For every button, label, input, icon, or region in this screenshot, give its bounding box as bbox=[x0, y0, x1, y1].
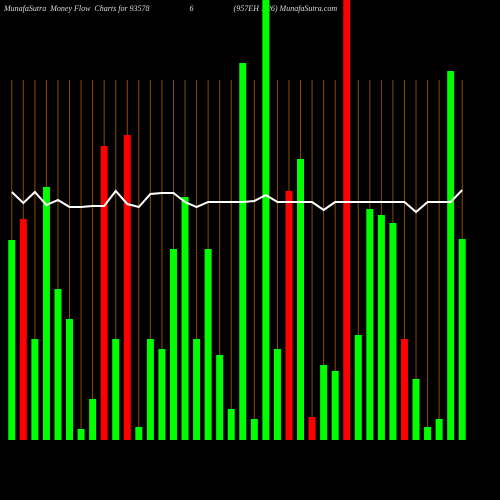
bar bbox=[389, 223, 397, 440]
bar bbox=[169, 249, 177, 440]
bar bbox=[42, 187, 50, 440]
bar bbox=[447, 71, 455, 440]
bar bbox=[66, 319, 74, 440]
bar bbox=[412, 379, 420, 440]
bar bbox=[31, 339, 39, 440]
money-flow-line bbox=[11, 189, 463, 214]
bar bbox=[331, 371, 339, 440]
bar bbox=[146, 339, 154, 440]
bar bbox=[77, 429, 85, 440]
bar bbox=[262, 0, 270, 440]
bar bbox=[343, 0, 351, 440]
bar bbox=[135, 427, 143, 440]
bar bbox=[320, 365, 328, 440]
bar bbox=[227, 409, 235, 440]
bar bbox=[297, 159, 305, 440]
bar bbox=[193, 339, 201, 440]
bar bbox=[377, 215, 385, 440]
bar bbox=[112, 339, 120, 440]
bar bbox=[100, 146, 108, 440]
bar bbox=[181, 197, 189, 440]
bar bbox=[158, 349, 166, 440]
bar bbox=[19, 219, 27, 440]
bar bbox=[308, 417, 316, 440]
bar bbox=[273, 349, 281, 440]
bar bbox=[400, 339, 408, 440]
bar bbox=[285, 191, 293, 440]
bar bbox=[216, 355, 224, 440]
bar bbox=[435, 419, 443, 440]
bar bbox=[54, 289, 62, 440]
bar bbox=[354, 335, 362, 440]
bar bbox=[458, 239, 466, 440]
bar bbox=[204, 249, 212, 440]
chart-title: MunafaSutra Money Flow Charts for 93578 … bbox=[3, 4, 337, 13]
bar bbox=[424, 427, 432, 440]
bar bbox=[123, 135, 131, 440]
bar bbox=[366, 209, 374, 440]
bar bbox=[239, 63, 247, 440]
bar bbox=[8, 240, 16, 440]
bar bbox=[250, 419, 258, 440]
bar bbox=[89, 399, 97, 440]
